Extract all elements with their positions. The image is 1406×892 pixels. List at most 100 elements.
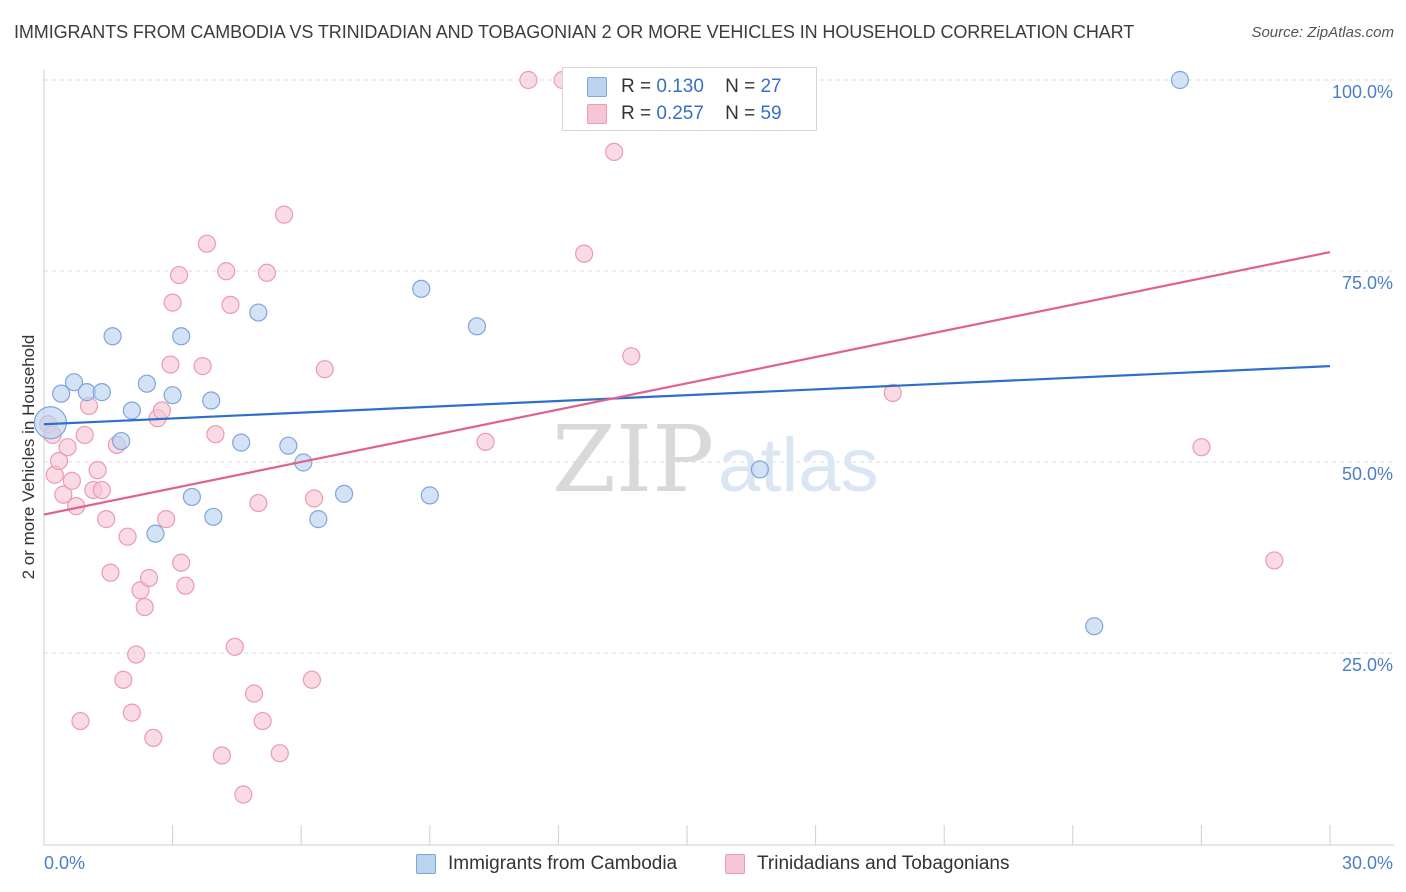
- data-point-cambodia: [204, 507, 223, 526]
- data-point-trinidadian: [92, 480, 111, 500]
- data-point-trinidadian: [253, 711, 272, 731]
- data-point-trinidadian: [139, 568, 159, 588]
- watermark-atlas: atlas: [718, 423, 879, 508]
- y-tick-label: 25.0%: [1342, 655, 1393, 675]
- data-point-trinidadian: [212, 746, 231, 765]
- data-point-trinidadian: [71, 711, 90, 731]
- data-point-trinidadian: [206, 425, 225, 444]
- data-point-trinidadian: [75, 425, 94, 445]
- data-point-trinidadian: [605, 142, 624, 162]
- data-point-trinidadian: [163, 293, 182, 312]
- data-point-cambodia: [92, 383, 111, 402]
- data-point-trinidadian: [122, 703, 141, 722]
- data-point-trinidadian: [257, 263, 277, 282]
- data-point-cambodia: [232, 433, 251, 452]
- data-point-trinidadian: [1265, 551, 1284, 570]
- data-point-cambodia: [172, 327, 191, 346]
- data-point-trinidadian: [152, 401, 171, 420]
- watermark: ZIP atlas: [552, 406, 879, 513]
- data-point-trinidadian: [169, 265, 189, 285]
- bottom-legend-cambodia: Immigrants from Cambodia: [416, 851, 677, 877]
- bottom-legend-label: Immigrants from Cambodia: [448, 853, 678, 874]
- data-point-cambodia: [122, 401, 141, 420]
- trend-line-trinidadian: [43, 251, 1331, 516]
- legend-n-value: 59: [760, 103, 782, 124]
- correlation-legend: R = 0.130 N = 27 R = 0.257 N = 59: [562, 67, 817, 131]
- data-point-trinidadian: [304, 489, 324, 508]
- data-point-cambodia: [137, 374, 156, 393]
- data-point-trinidadian: [883, 383, 902, 402]
- data-point-trinidadian: [144, 728, 163, 748]
- y-tick-label: 50.0%: [1342, 464, 1393, 484]
- data-point-trinidadian: [302, 670, 322, 689]
- x-tick-label-min: 0.0%: [44, 853, 85, 873]
- data-point-cambodia: [334, 484, 354, 503]
- data-point-trinidadian: [157, 510, 176, 529]
- data-point-trinidadian: [315, 360, 334, 379]
- data-point-trinidadian: [161, 355, 180, 374]
- data-point-trinidadian: [101, 563, 120, 582]
- legend-swatch-blue: [587, 77, 607, 97]
- legend-r-value: 0.257: [656, 103, 704, 124]
- data-point-trinidadian: [62, 471, 81, 490]
- legend-r-label: R =: [621, 76, 652, 97]
- chart-title: IMMIGRANTS FROM CAMBODIA VS TRINIDADIAN …: [14, 22, 1135, 42]
- y-axis-label: 2 or more Vehicles in Household: [19, 335, 38, 580]
- source-credit: Source: ZipAtlas.com: [1251, 24, 1394, 41]
- data-point-trinidadian: [622, 347, 641, 366]
- data-point-trinidadian: [519, 70, 538, 90]
- data-point-cambodia: [163, 386, 182, 405]
- bottom-legend-swatch-pink: [725, 854, 745, 874]
- data-point-trinidadian: [127, 645, 146, 664]
- legend-row-trinidadian: R = 0.257 N = 59: [587, 101, 782, 127]
- x-tick-label-max: 30.0%: [1342, 853, 1393, 873]
- bottom-legend-label: Trinidadians and Tobagonians: [757, 853, 1010, 874]
- data-point-cambodia: [420, 486, 439, 505]
- data-point-cambodia: [182, 487, 201, 507]
- data-point-trinidadian: [193, 357, 212, 376]
- data-point-cambodia: [1170, 70, 1190, 90]
- data-point-trinidadian: [217, 262, 236, 281]
- y-tick-label: 75.0%: [1342, 273, 1393, 293]
- legend-n-label: N =: [725, 103, 756, 124]
- data-point-trinidadian: [234, 785, 253, 804]
- trend-line-cambodia: [43, 365, 1331, 426]
- data-point-trinidadian: [197, 234, 216, 253]
- legend-n-label: N =: [725, 76, 756, 97]
- data-point-trinidadian: [274, 205, 294, 224]
- data-point-trinidadian: [97, 510, 116, 529]
- data-point-trinidadian: [270, 744, 289, 763]
- data-point-cambodia: [279, 436, 298, 455]
- legend-n-value: 27: [760, 76, 782, 97]
- data-point-cambodia: [249, 303, 268, 322]
- data-point-cambodia: [467, 317, 487, 336]
- data-point-trinidadian: [172, 553, 191, 572]
- data-point-cambodia: [146, 524, 165, 543]
- data-point-cambodia: [750, 460, 769, 479]
- data-point-trinidadian: [114, 670, 133, 689]
- data-point-cambodia: [1085, 617, 1104, 636]
- data-point-cambodia: [202, 391, 221, 410]
- y-tick-labels: 25.0% 50.0% 75.0% 100.0%: [1332, 82, 1393, 675]
- data-point-cambodia: [112, 431, 131, 451]
- data-point-cambodia: [412, 279, 431, 298]
- legend-row-cambodia: R = 0.130 N = 27: [587, 74, 782, 100]
- data-point-cambodia: [52, 384, 71, 403]
- data-point-trinidadian: [176, 576, 195, 595]
- data-point-trinidadian: [575, 244, 594, 263]
- data-point-trinidadian: [249, 493, 268, 513]
- data-point-trinidadian: [221, 295, 240, 315]
- series-cambodia-points: [33, 70, 1190, 636]
- data-point-trinidadian: [476, 432, 495, 451]
- data-point-trinidadian: [58, 438, 77, 457]
- data-point-trinidadian: [118, 527, 137, 546]
- legend-swatch-pink: [587, 104, 607, 124]
- data-point-trinidadian: [135, 597, 154, 617]
- watermark-zip: ZIP: [552, 406, 714, 513]
- axes: [43, 70, 1394, 846]
- trend-lines: [43, 251, 1331, 516]
- x-tick-labels: 0.0% 30.0%: [44, 853, 1393, 873]
- data-point-trinidadian: [54, 485, 73, 504]
- data-point-trinidadian: [49, 451, 69, 471]
- legend-r-label: R =: [621, 103, 652, 124]
